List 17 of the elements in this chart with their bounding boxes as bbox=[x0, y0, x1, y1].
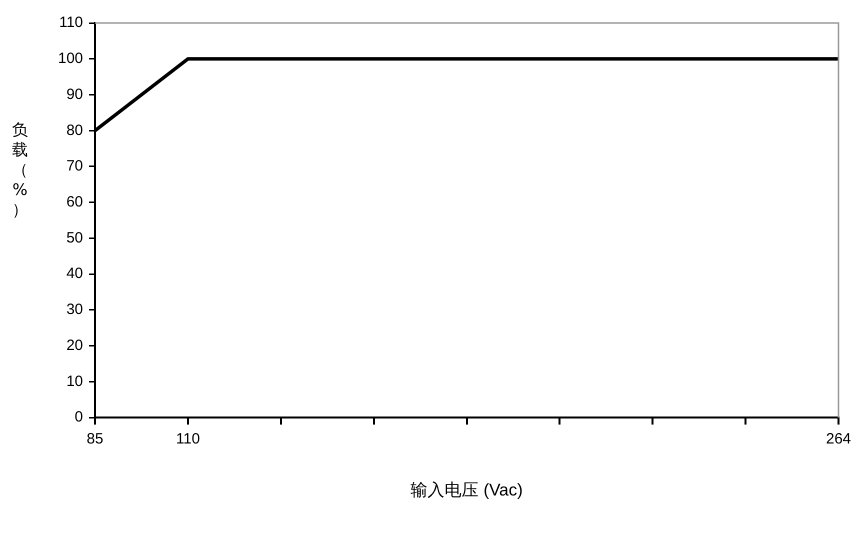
y-tick-label: 80 bbox=[66, 122, 84, 139]
y-tick-label: 90 bbox=[66, 86, 84, 103]
x-axis-title: 输入电压 (Vac) bbox=[410, 480, 523, 500]
y-tick-label: 30 bbox=[66, 301, 84, 318]
y-tick-label: 50 bbox=[66, 229, 84, 246]
y-tick-label: 70 bbox=[66, 158, 84, 175]
y-tick-label: 60 bbox=[66, 194, 84, 211]
y-tick-label: 100 bbox=[58, 50, 84, 68]
y-tick-label: 10 bbox=[66, 372, 84, 390]
y-tick-label: 0 bbox=[74, 408, 84, 426]
y-tick-label: 40 bbox=[66, 265, 84, 282]
y-tick-label: 110 bbox=[59, 14, 84, 32]
x-tick-label: 264 bbox=[826, 430, 851, 448]
x-tick-label: 85 bbox=[86, 430, 104, 448]
y-axis-title: 负载（%） bbox=[12, 120, 28, 220]
x-tick-label: 110 bbox=[176, 430, 200, 448]
y-tick-label: 20 bbox=[66, 336, 84, 354]
